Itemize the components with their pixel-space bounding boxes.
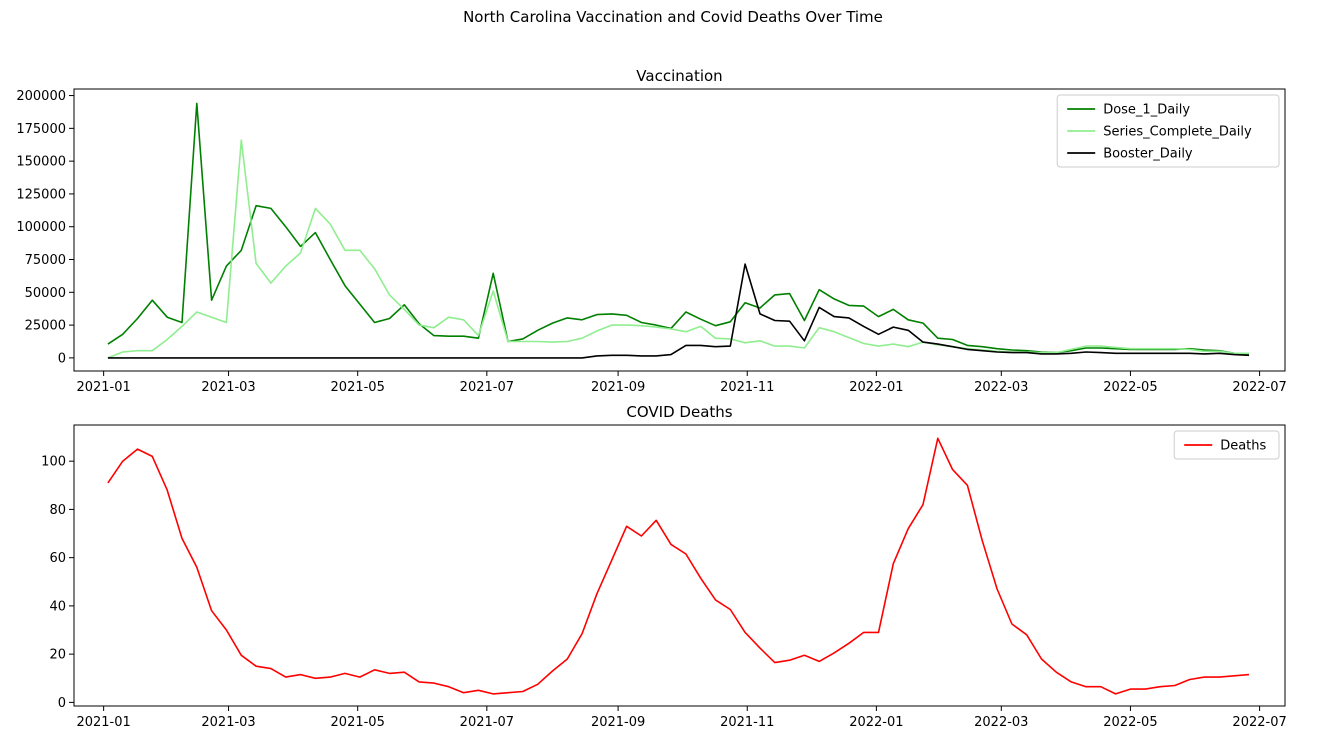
y-tick-label: 0 [58,351,66,366]
legend-label: Dose_1_Daily [1103,103,1190,118]
y-tick-label: 80 [49,503,66,518]
x-tick-label: 2021-07 [460,715,514,730]
x-tick-label: 2022-01 [849,715,903,730]
series-line-booster-daily [107,263,1250,359]
chart-title: COVID Deaths [626,403,732,421]
x-tick-label: 2022-07 [1232,380,1286,395]
x-tick-label: 2021-09 [591,380,645,395]
axes-frame [73,88,1286,372]
x-tick-label: 2022-07 [1232,715,1286,730]
legend: Dose_1_Daily Series_Complete_Daily Booster… [1056,94,1280,168]
legend-label: Series_Complete_Daily [1103,125,1252,140]
y-tick-label: 100 [41,455,66,470]
y-tick-label: 200000 [16,89,66,104]
legend-box [1056,94,1280,168]
y-tick-label: 75000 [25,253,66,268]
legend-box [1173,430,1280,460]
vaccination-chart: Vaccination 2021-01 2021-03 2021-05 2021-07 2… [16,67,1286,395]
y-tick-label: 60 [49,551,66,566]
y-tick-label: 150000 [16,155,66,170]
x-tick-label: 2021-11 [720,380,774,395]
y-tick-label: 40 [49,599,66,614]
y-tick-label: 20 [49,648,66,663]
axes-frame [73,424,1286,707]
x-tick-label: 2021-09 [591,715,645,730]
x-tick-label: 2021-01 [76,715,130,730]
x-tick-label: 2022-05 [1103,380,1157,395]
series-line-series-complete-daily [107,139,1249,359]
y-tick-label: 25000 [25,319,66,334]
x-tick-label: 2022-03 [974,380,1028,395]
x-tick-label: 2021-07 [460,380,514,395]
x-tick-label: 2021-05 [331,715,385,730]
x-tick-label: 2022-03 [974,715,1028,730]
x-tick-label: 2022-01 [849,380,903,395]
y-tick-label: 50000 [25,286,66,301]
covid-deaths-chart: COVID Deaths 2021-01 2021-03 2021-05 2021-07… [41,403,1287,730]
y-tick-label: 175000 [16,122,66,137]
y-tick-label: 0 [58,696,66,711]
figure-suptitle: North Carolina Vaccination and Covid Dea… [463,8,883,26]
x-tick-label: 2021-11 [720,715,774,730]
legend-label: Booster_Daily [1103,147,1193,162]
y-tick-label: 100000 [16,220,66,235]
x-tick-label: 2021-05 [331,380,385,395]
series-line-deaths [107,437,1250,695]
legend-label: Deaths [1220,439,1266,454]
y-tick-label: 125000 [16,187,66,202]
chart-title: Vaccination [636,67,722,85]
x-tick-label: 2021-03 [201,715,255,730]
x-tick-label: 2021-01 [76,380,130,395]
legend: Deaths [1173,430,1280,460]
x-tick-label: 2021-03 [201,380,255,395]
x-tick-label: 2022-05 [1103,715,1157,730]
